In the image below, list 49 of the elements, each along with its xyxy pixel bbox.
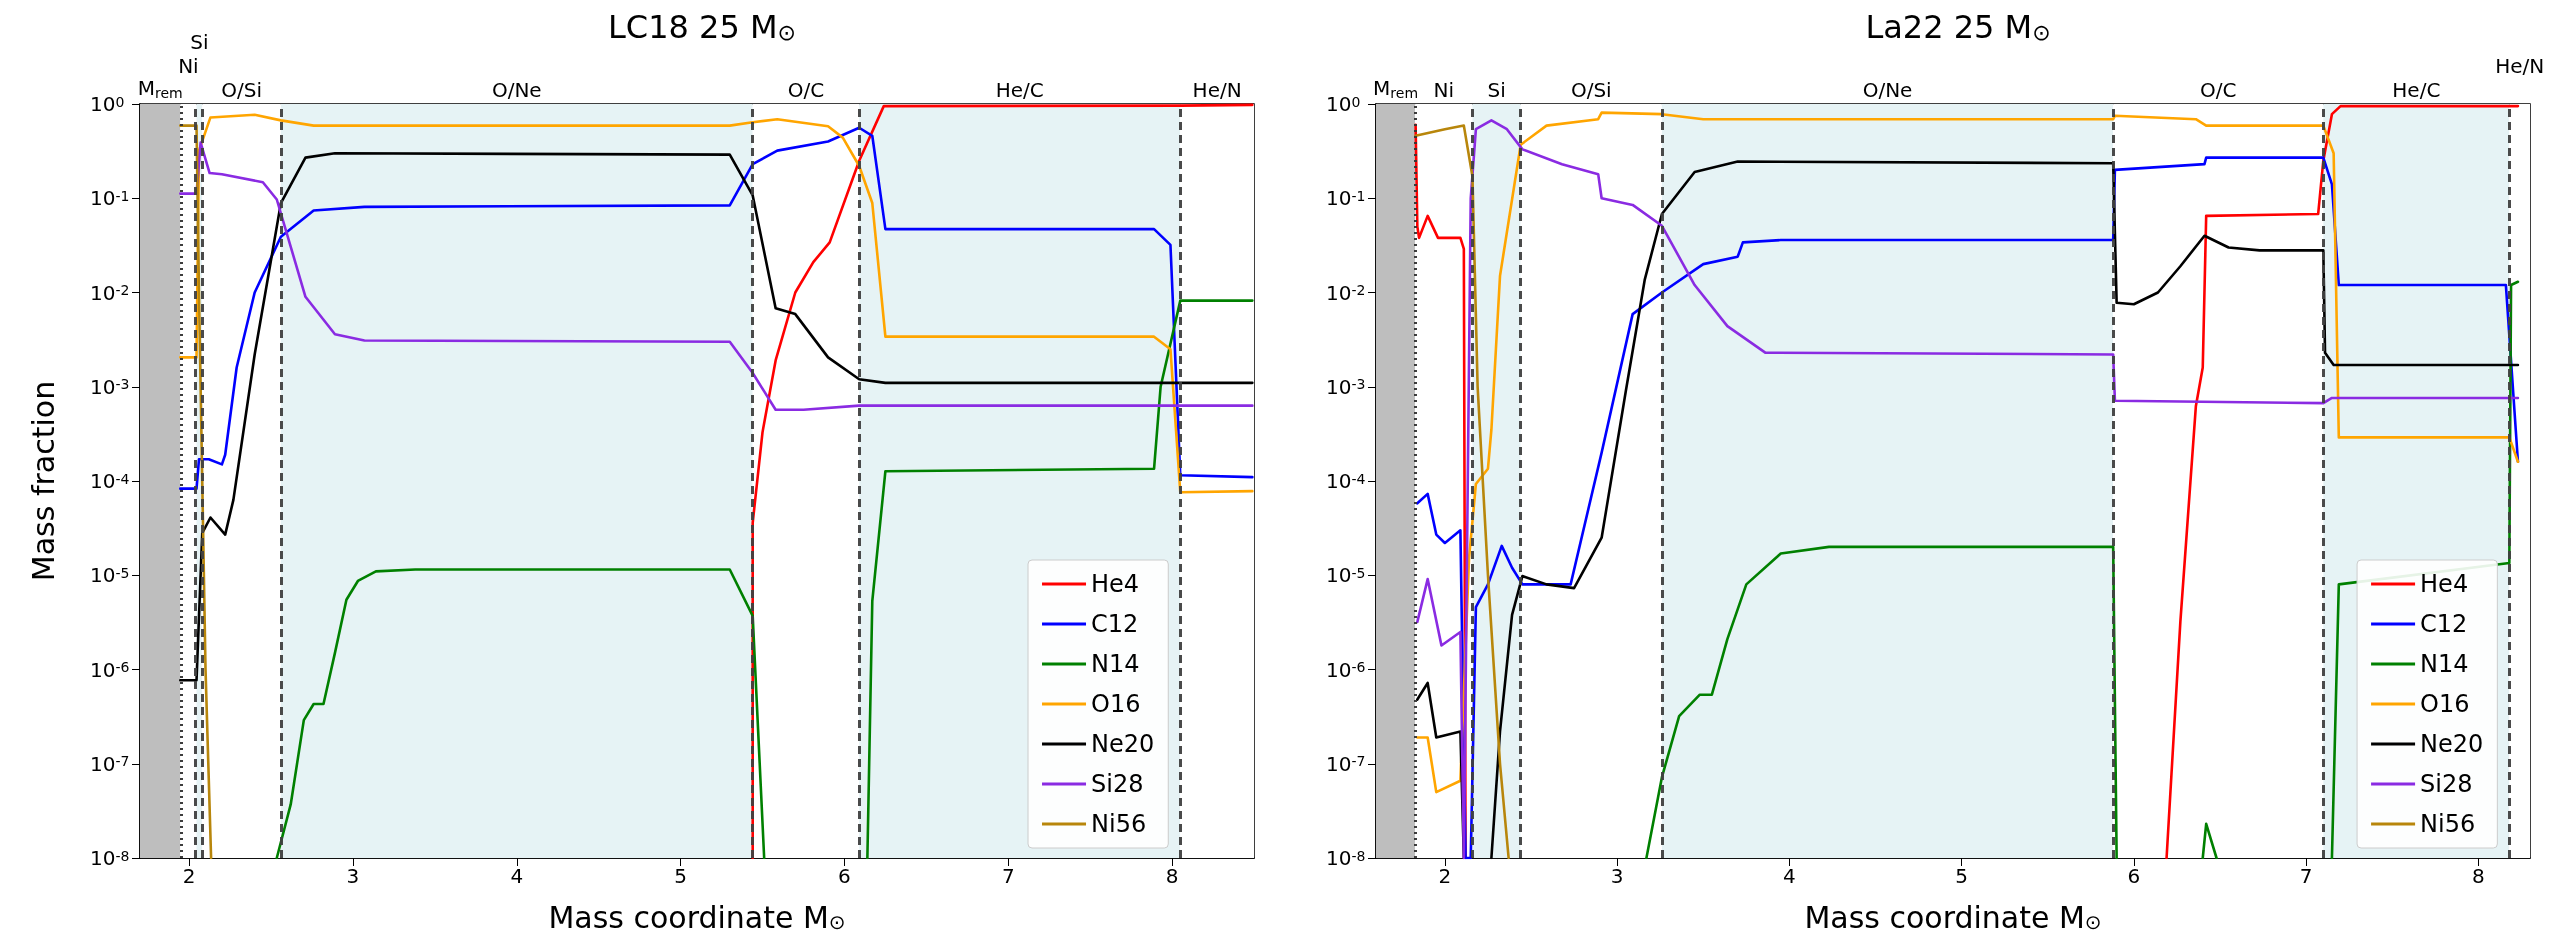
x-tick-label: 4 <box>1783 864 1796 888</box>
x-tick-label: 2 <box>1438 864 1452 888</box>
chart-title: La22 25 M⊙ <box>1865 8 2051 46</box>
band-label: He/N <box>2495 54 2545 78</box>
x-tick-label: 4 <box>510 864 524 888</box>
x-tick-label: 3 <box>1610 864 1624 888</box>
band-label: O/Si <box>1570 78 1612 102</box>
band-label: He/C <box>995 78 1044 102</box>
legend-label: C12 <box>1091 610 1139 638</box>
legend-label: O16 <box>2420 690 2470 718</box>
line-series <box>1414 124 1510 860</box>
chart-title: LC18 25 M⊙ <box>608 8 796 46</box>
x-axis-title: Mass coordinate M⊙ <box>1804 899 2102 935</box>
x-tick-label: 8 <box>2471 864 2485 888</box>
x-tick-label: 6 <box>2127 864 2141 888</box>
band-label: O/C <box>2200 78 2237 102</box>
band-label: Ni <box>178 54 199 78</box>
x-tick-label: 8 <box>1165 864 1179 888</box>
legend-label: Ne20 <box>2420 730 2484 758</box>
x-tick-label: 6 <box>838 864 851 888</box>
band-label: O/Si <box>221 78 262 102</box>
x-tick-label: 7 <box>1001 864 1015 888</box>
band-label: Si <box>1487 78 1506 102</box>
band-label: O/Ne <box>1862 78 1913 102</box>
x-tick-label: 3 <box>346 864 360 888</box>
legend-label: O16 <box>1091 690 1141 718</box>
legend-label: C12 <box>2420 610 2468 638</box>
band-label: O/Ne <box>491 78 542 102</box>
x-axis-title: Mass coordinate M⊙ <box>548 899 846 935</box>
line-series <box>179 141 1254 412</box>
legend-label: N14 <box>2420 650 2469 678</box>
legend-label: He4 <box>1091 570 1140 598</box>
band-label: O/C <box>787 78 825 102</box>
y-axis-title: Mass fraction <box>25 380 61 582</box>
band-label: He/N <box>1192 78 1242 102</box>
legend-label: N14 <box>1091 650 1140 678</box>
band-label: Si <box>190 30 209 54</box>
x-tick-label: 2 <box>182 864 196 888</box>
legend-label: Si28 <box>2420 770 2473 798</box>
x-tick-label: 5 <box>674 864 687 888</box>
band-label: Ni <box>1433 78 1455 102</box>
x-tick-label: 7 <box>2299 864 2313 888</box>
legend-label: Ni56 <box>2420 810 2476 838</box>
band-label: He/C <box>2392 78 2441 102</box>
legend-label: Ne20 <box>1091 730 1155 758</box>
legend-label: Si28 <box>1091 770 1144 798</box>
legend-label: He4 <box>2420 570 2469 598</box>
legend-label: Ni56 <box>1091 810 1147 838</box>
x-tick-label: 5 <box>1955 864 1968 888</box>
